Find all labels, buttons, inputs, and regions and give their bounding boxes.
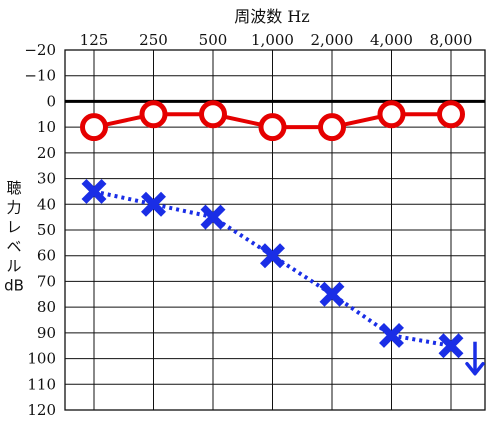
y-tick-label: 90 [37, 324, 56, 342]
cross-stroke [200, 204, 226, 230]
y-tick-label: 30 [37, 170, 56, 188]
y-tick-label: 110 [27, 375, 56, 393]
grid [64, 49, 486, 411]
data-point-cross [379, 322, 404, 348]
x-tick-label: 1,000 [251, 31, 294, 49]
data-point-circle [139, 100, 168, 129]
cross-stroke [260, 243, 285, 269]
data-point-cross [260, 243, 285, 269]
x-tick-label: 250 [139, 31, 168, 49]
x-tick-label: 125 [80, 31, 109, 49]
scale-out-arrow [465, 341, 485, 376]
cross-stroke [141, 191, 166, 217]
data-point-circle [318, 113, 346, 142]
y-axis-label-char: レ [6, 218, 21, 236]
data-point-circle [80, 113, 108, 142]
x-tick-labels: 125 250 500 1,000 2,000 4,000 8,000 [80, 31, 473, 49]
cross-stroke [81, 178, 107, 204]
x-tick-label: 500 [199, 31, 228, 49]
cross-stroke [438, 333, 464, 359]
series-2 [81, 178, 485, 376]
data-point-cross [200, 204, 226, 230]
data-point-circle [437, 100, 465, 129]
y-tick-label: 0 [46, 92, 56, 110]
series-1 [80, 100, 465, 142]
y-axis-label-char: ベ [6, 238, 21, 256]
data-point-cross [81, 178, 107, 204]
y-tick-label: 10 [37, 118, 56, 136]
data-point-circle [377, 100, 406, 129]
data-point-cross [438, 333, 464, 359]
x-tick-label: 8,000 [430, 31, 473, 49]
y-tick-label: −10 [24, 67, 56, 85]
y-tick-label: 40 [37, 195, 56, 213]
y-axis-label-char: 力 [6, 199, 21, 217]
chart-title: 周波数 Hz [234, 7, 309, 26]
x-tick-label: 2,000 [311, 31, 354, 49]
y-axis-label-char: dB [4, 277, 24, 295]
y-tick-label: 100 [27, 350, 56, 368]
y-tick-label: 80 [37, 298, 56, 316]
data-point-circle [199, 100, 227, 129]
x-tick-label: 4,000 [370, 31, 413, 49]
y-tick-label: 50 [37, 221, 56, 239]
cross-stroke [379, 322, 404, 348]
data-point-cross [141, 191, 166, 217]
data-point-cross [319, 281, 345, 307]
y-tick-label: 60 [37, 247, 56, 265]
arrow-head [465, 361, 485, 376]
y-tick-label: 70 [37, 272, 56, 290]
y-tick-label: 120 [27, 401, 56, 419]
data-point-circle [258, 113, 287, 142]
series-layer [80, 100, 485, 376]
cross-stroke [319, 281, 345, 307]
y-axis-label-char: 聴 [6, 179, 21, 197]
y-tick-label: −20 [24, 41, 56, 59]
y-tick-labels: −20 −10 0 10 20 30 40 50 60 70 80 90 100 110 120 [24, 41, 56, 419]
y-axis-label-char: ル [6, 257, 21, 275]
y-tick-label: 20 [37, 144, 56, 162]
